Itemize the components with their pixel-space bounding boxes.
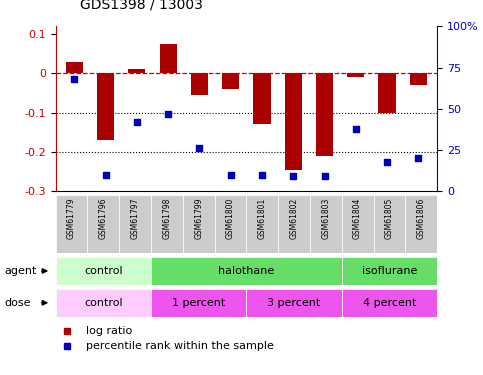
Bar (119, 195, 151, 253)
Point (196, 146, 203, 152)
Point (133, 119, 141, 125)
Bar (342, 289, 437, 317)
Bar (284, 74, 302, 170)
Point (383, 159, 391, 165)
Text: GSM61802: GSM61802 (289, 198, 298, 239)
Bar (246, 289, 342, 317)
Bar (246, 195, 278, 253)
Point (352, 126, 360, 132)
Point (227, 172, 235, 178)
Text: GSM61805: GSM61805 (385, 198, 394, 239)
Bar (410, 74, 427, 85)
Point (289, 173, 297, 179)
Text: GSM61806: GSM61806 (417, 198, 426, 239)
Bar (151, 257, 342, 285)
Bar (66, 62, 83, 74)
Bar (342, 195, 373, 253)
Bar (254, 74, 270, 124)
Bar (97, 74, 114, 140)
Text: GSM61779: GSM61779 (67, 198, 76, 239)
Text: GSM61803: GSM61803 (321, 198, 330, 239)
Point (164, 111, 172, 117)
Bar (214, 195, 246, 253)
Text: GSM61798: GSM61798 (162, 198, 171, 239)
Text: 4 percent: 4 percent (363, 298, 416, 308)
Bar (159, 44, 177, 74)
Bar (191, 74, 208, 95)
Point (321, 173, 328, 179)
Point (258, 172, 266, 178)
Bar (405, 195, 437, 253)
Text: control: control (84, 298, 123, 308)
Point (71, 76, 78, 82)
Bar (128, 69, 145, 74)
Text: GSM61799: GSM61799 (194, 198, 203, 239)
Text: GSM61801: GSM61801 (258, 198, 267, 239)
Bar (316, 74, 333, 156)
Bar (56, 257, 151, 285)
Text: GSM61796: GSM61796 (99, 198, 108, 239)
Text: GSM61804: GSM61804 (353, 198, 362, 239)
Bar (373, 195, 405, 253)
Text: dose: dose (4, 298, 31, 308)
Text: isoflurane: isoflurane (362, 266, 417, 276)
Text: GDS1398 / 13003: GDS1398 / 13003 (80, 0, 202, 11)
Bar (379, 74, 396, 112)
Bar (342, 257, 437, 285)
Bar (222, 74, 239, 89)
Point (414, 155, 422, 161)
Bar (56, 195, 87, 253)
Text: 3 percent: 3 percent (268, 298, 321, 308)
Bar (56, 289, 151, 317)
Text: agent: agent (4, 266, 37, 276)
Bar (310, 195, 342, 253)
Bar (278, 195, 310, 253)
Text: log ratio: log ratio (86, 326, 132, 336)
Point (102, 172, 110, 178)
Bar (151, 289, 246, 317)
Text: GSM61797: GSM61797 (130, 198, 140, 239)
Text: percentile rank within the sample: percentile rank within the sample (86, 341, 274, 351)
Bar (183, 195, 214, 253)
Text: control: control (84, 266, 123, 276)
Text: GSM61800: GSM61800 (226, 198, 235, 239)
Text: halothane: halothane (218, 266, 274, 276)
Bar (347, 74, 364, 77)
Bar (87, 195, 119, 253)
Bar (151, 195, 183, 253)
Text: 1 percent: 1 percent (172, 298, 225, 308)
